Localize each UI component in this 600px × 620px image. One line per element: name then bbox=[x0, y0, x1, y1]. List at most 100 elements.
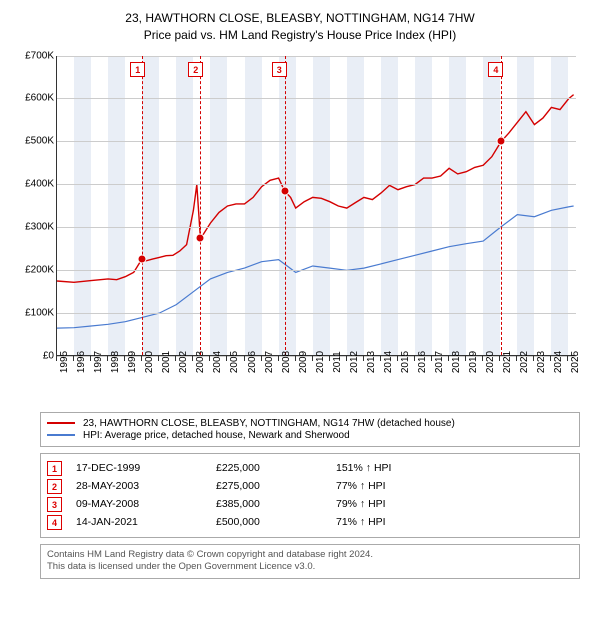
legend-item: HPI: Average price, detached house, Newa… bbox=[47, 430, 573, 441]
event-marker-icon bbox=[137, 255, 146, 264]
transactions-table: 1 17-DEC-1999 £225,000 151% ↑ HPI 2 28-M… bbox=[40, 453, 580, 538]
y-axis-label: £500K bbox=[25, 136, 54, 147]
y-axis-label: £600K bbox=[25, 93, 54, 104]
x-axis-label: 2012 bbox=[349, 350, 360, 372]
x-tick bbox=[346, 356, 347, 361]
plot-area: 1234 bbox=[56, 56, 576, 356]
y-axis-label: £0 bbox=[43, 350, 54, 361]
table-row: 4 14-JAN-2021 £500,000 71% ↑ HPI bbox=[47, 515, 573, 530]
x-tick bbox=[567, 356, 568, 361]
x-tick bbox=[465, 356, 466, 361]
event-vline bbox=[501, 56, 502, 355]
x-axis-label: 2023 bbox=[536, 350, 547, 372]
x-axis-label: 1997 bbox=[93, 350, 104, 372]
x-tick bbox=[124, 356, 125, 361]
series-price_paid bbox=[57, 94, 574, 282]
legend-item: 23, HAWTHORN CLOSE, BLEASBY, NOTTINGHAM,… bbox=[47, 418, 573, 429]
x-axis-label: 1998 bbox=[110, 350, 121, 372]
event-vline bbox=[200, 56, 201, 355]
x-axis-label: 2024 bbox=[553, 350, 564, 372]
x-axis-label: 2018 bbox=[451, 350, 462, 372]
title-line-2: Price paid vs. HM Land Registry's House … bbox=[12, 27, 588, 44]
event-pct: 151% ↑ HPI bbox=[336, 462, 391, 474]
x-tick bbox=[278, 356, 279, 361]
x-axis-label: 2001 bbox=[161, 350, 172, 372]
event-badge-icon: 2 bbox=[188, 62, 203, 77]
event-pct: 71% ↑ HPI bbox=[336, 516, 386, 528]
x-axis-label: 2013 bbox=[366, 350, 377, 372]
x-axis-label: 2015 bbox=[400, 350, 411, 372]
title-line-1: 23, HAWTHORN CLOSE, BLEASBY, NOTTINGHAM,… bbox=[125, 11, 474, 25]
event-marker-icon bbox=[496, 137, 505, 146]
legend-swatch bbox=[47, 422, 75, 424]
event-badge-icon: 1 bbox=[130, 62, 145, 77]
event-price: £225,000 bbox=[216, 462, 336, 474]
x-axis-label: 2009 bbox=[298, 350, 309, 372]
x-tick bbox=[363, 356, 364, 361]
x-tick bbox=[141, 356, 142, 361]
y-gridline bbox=[57, 313, 576, 314]
event-pct: 77% ↑ HPI bbox=[336, 480, 386, 492]
x-tick bbox=[431, 356, 432, 361]
event-marker-icon bbox=[280, 186, 289, 195]
event-badge-icon: 4 bbox=[47, 515, 62, 530]
x-axis-label: 2010 bbox=[315, 350, 326, 372]
event-badge-icon: 1 bbox=[47, 461, 62, 476]
event-vline bbox=[285, 56, 286, 355]
x-tick bbox=[175, 356, 176, 361]
x-axis-label: 2008 bbox=[281, 350, 292, 372]
legend-label: 23, HAWTHORN CLOSE, BLEASBY, NOTTINGHAM,… bbox=[83, 418, 455, 429]
x-axis-label: 2017 bbox=[434, 350, 445, 372]
x-tick bbox=[448, 356, 449, 361]
event-badge-icon: 3 bbox=[47, 497, 62, 512]
y-axis-label: £700K bbox=[25, 50, 54, 61]
event-price: £275,000 bbox=[216, 480, 336, 492]
event-date: 14-JAN-2021 bbox=[76, 516, 216, 528]
y-gridline bbox=[57, 227, 576, 228]
table-row: 1 17-DEC-1999 £225,000 151% ↑ HPI bbox=[47, 461, 573, 476]
x-axis-label: 2021 bbox=[502, 350, 513, 372]
x-axis-label: 2020 bbox=[485, 350, 496, 372]
y-axis-label: £200K bbox=[25, 264, 54, 275]
x-tick bbox=[244, 356, 245, 361]
chart-title: 23, HAWTHORN CLOSE, BLEASBY, NOTTINGHAM,… bbox=[12, 10, 588, 44]
x-tick bbox=[397, 356, 398, 361]
x-tick bbox=[295, 356, 296, 361]
x-axis-label: 2025 bbox=[570, 350, 581, 372]
x-tick bbox=[56, 356, 57, 361]
x-tick bbox=[226, 356, 227, 361]
attribution-line: Contains HM Land Registry data © Crown c… bbox=[47, 549, 573, 562]
chart: 1234 £0£100K£200K£300K£400K£500K£600K£70… bbox=[12, 50, 588, 410]
x-tick bbox=[73, 356, 74, 361]
y-axis-label: £300K bbox=[25, 222, 54, 233]
line-layer bbox=[57, 56, 577, 356]
x-axis-label: 2005 bbox=[229, 350, 240, 372]
series-hpi bbox=[57, 206, 574, 328]
x-axis-label: 1996 bbox=[76, 350, 87, 372]
event-date: 09-MAY-2008 bbox=[76, 498, 216, 510]
event-date: 28-MAY-2003 bbox=[76, 480, 216, 492]
x-axis-label: 2003 bbox=[195, 350, 206, 372]
x-tick bbox=[380, 356, 381, 361]
attribution-line: This data is licensed under the Open Gov… bbox=[47, 561, 573, 574]
x-axis-label: 2014 bbox=[383, 350, 394, 372]
event-pct: 79% ↑ HPI bbox=[336, 498, 386, 510]
x-axis-label: 2011 bbox=[332, 351, 343, 373]
x-axis-label: 1995 bbox=[59, 350, 70, 372]
x-axis-label: 2022 bbox=[519, 350, 530, 372]
x-axis-label: 2006 bbox=[247, 350, 258, 372]
legend: 23, HAWTHORN CLOSE, BLEASBY, NOTTINGHAM,… bbox=[40, 412, 580, 447]
y-axis-label: £100K bbox=[25, 307, 54, 318]
x-axis-label: 2004 bbox=[212, 350, 223, 372]
page: 23, HAWTHORN CLOSE, BLEASBY, NOTTINGHAM,… bbox=[0, 0, 600, 620]
x-tick bbox=[107, 356, 108, 361]
event-price: £385,000 bbox=[216, 498, 336, 510]
event-date: 17-DEC-1999 bbox=[76, 462, 216, 474]
x-tick bbox=[312, 356, 313, 361]
y-gridline bbox=[57, 184, 576, 185]
x-axis-label: 2002 bbox=[178, 350, 189, 372]
table-row: 3 09-MAY-2008 £385,000 79% ↑ HPI bbox=[47, 497, 573, 512]
x-axis-label: 2000 bbox=[144, 350, 155, 372]
x-axis-label: 2019 bbox=[468, 350, 479, 372]
x-tick bbox=[261, 356, 262, 361]
